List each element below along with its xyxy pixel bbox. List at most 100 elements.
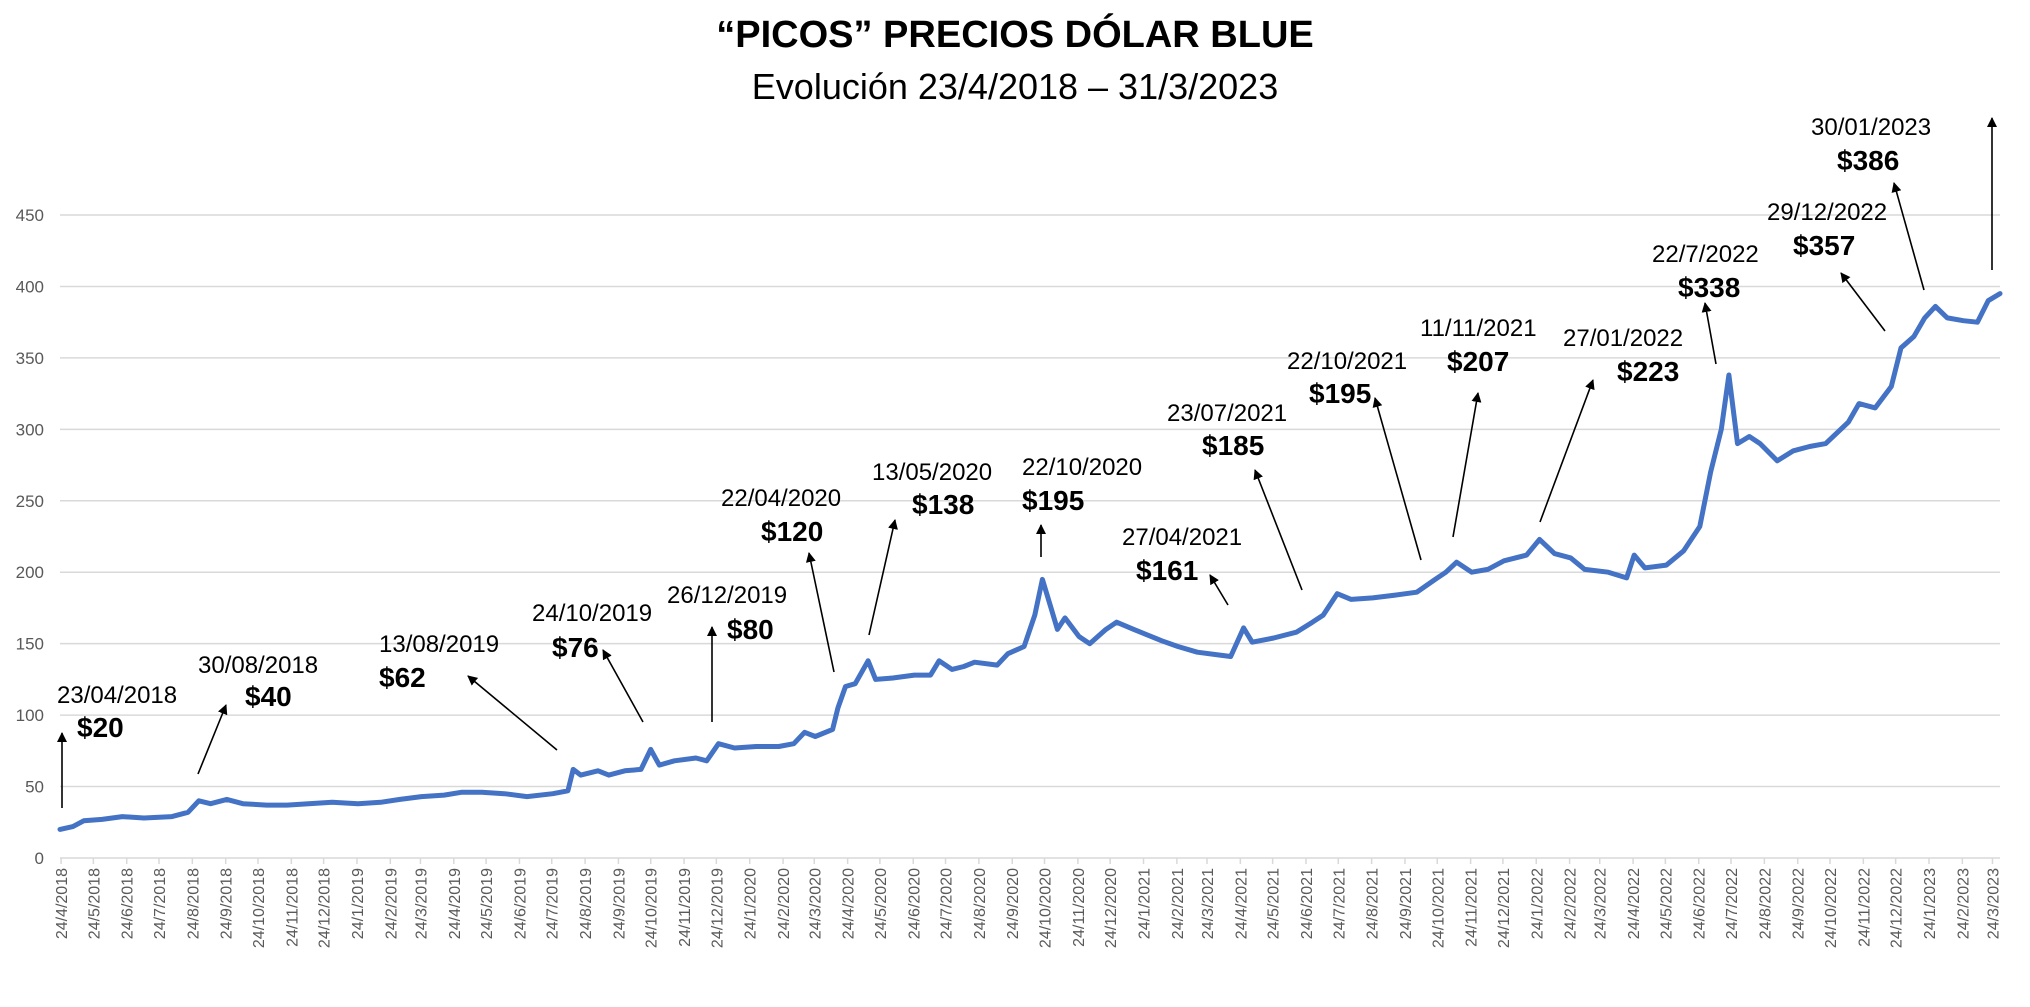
data-point xyxy=(1525,553,1528,557)
x-tick-label: 24/6/2021 xyxy=(1299,868,1316,939)
data-point xyxy=(777,745,780,748)
x-tick-label: 24/11/2019 xyxy=(677,868,694,947)
data-point xyxy=(241,802,245,805)
data-point xyxy=(566,789,570,792)
x-tick-label: 24/10/2019 xyxy=(644,868,661,948)
data-point xyxy=(1077,635,1081,638)
annotation-value: $195 xyxy=(1022,485,1084,516)
data-point xyxy=(356,802,360,805)
annotation-value: $76 xyxy=(552,632,599,663)
x-tick-label: 24/7/2018 xyxy=(152,868,169,939)
data-point xyxy=(1709,471,1712,474)
annotation-date: 13/05/2020 xyxy=(872,459,992,486)
chart-title: “PICOS” PRECIOS DÓLAR BLUE xyxy=(716,14,1314,56)
data-point xyxy=(831,728,834,731)
data-point xyxy=(1808,445,1811,448)
data-point xyxy=(1665,563,1668,567)
annotation-arrow xyxy=(1840,272,1886,332)
annotation-value: $62 xyxy=(379,662,426,693)
x-tick-label: 24/3/2021 xyxy=(1200,868,1217,939)
data-point xyxy=(1415,591,1419,594)
annotation: 23/04/2018 $20 xyxy=(57,682,177,808)
annotation-value: $185 xyxy=(1202,430,1264,461)
data-point xyxy=(420,795,423,798)
x-tick-label: 24/1/2019 xyxy=(350,868,367,939)
data-point xyxy=(866,659,870,662)
data-point xyxy=(480,791,483,794)
data-point xyxy=(1962,319,1965,322)
annotation-arrow xyxy=(1701,302,1717,365)
x-tick-label: 24/6/2019 xyxy=(512,868,529,939)
annotation-value: $357 xyxy=(1793,230,1855,261)
data-point xyxy=(307,802,310,805)
x-tick-label: 24/7/2019 xyxy=(545,868,562,939)
x-tick-label: 24/9/2021 xyxy=(1398,868,1415,939)
data-point xyxy=(1583,568,1586,571)
data-point xyxy=(1311,621,1314,624)
x-tick-label: 24/11/2020 xyxy=(1071,868,1088,947)
data-point xyxy=(503,792,506,795)
data-point xyxy=(1553,552,1556,555)
y-tick-label: 200 xyxy=(16,563,44,582)
annotation-date: 29/12/2022 xyxy=(1767,199,1887,226)
y-tick-label: 300 xyxy=(16,420,44,439)
data-point xyxy=(1115,621,1118,624)
data-point xyxy=(1607,571,1610,574)
data-point xyxy=(913,673,916,677)
data-point xyxy=(803,731,806,734)
data-point xyxy=(1633,553,1636,557)
annotation-value: $386 xyxy=(1837,145,1899,176)
annotation: 23/07/2021 $185 xyxy=(1167,400,1303,591)
data-point xyxy=(1538,538,1541,541)
x-tick-label: 24/1/2021 xyxy=(1137,868,1154,939)
annotation-value: $161 xyxy=(1136,555,1198,586)
data-point xyxy=(1698,525,1702,528)
data-point xyxy=(551,792,554,795)
annotation-date: 22/10/2020 xyxy=(1022,454,1142,481)
data-point xyxy=(1470,571,1473,574)
data-point xyxy=(1056,628,1059,631)
x-tick-label: 24/7/2022 xyxy=(1724,868,1741,939)
data-point xyxy=(929,673,932,677)
data-point xyxy=(1736,442,1739,445)
data-point xyxy=(186,811,190,814)
x-tick-label: 24/6/2022 xyxy=(1692,868,1709,939)
annotation: 22/04/2020 $120 xyxy=(721,485,841,673)
annotation-arrow xyxy=(1539,379,1595,523)
x-tick-label: 24/9/2019 xyxy=(611,868,628,939)
annotation-arrow xyxy=(1372,397,1422,561)
data-point xyxy=(1912,335,1916,338)
annotation-date: 23/04/2018 xyxy=(57,682,177,709)
data-point xyxy=(579,773,582,777)
x-tick-label: 24/7/2020 xyxy=(939,868,956,939)
data-point xyxy=(1976,321,1979,324)
annotation: 24/10/2019 $76 xyxy=(532,600,652,723)
data-point xyxy=(891,676,894,680)
data-point xyxy=(170,815,174,818)
data-point xyxy=(950,668,954,671)
x-tick-label: 24/12/2019 xyxy=(709,868,726,948)
data-point xyxy=(1336,592,1339,595)
annotation: 22/7/2022 $338 xyxy=(1652,241,1759,365)
data-point xyxy=(1295,631,1298,634)
x-tick-label: 24/4/2018 xyxy=(54,868,71,939)
data-point xyxy=(1824,442,1827,445)
x-tick-label: 24/8/2018 xyxy=(185,868,202,939)
annotation-layer: 23/04/2018 $20 30/08/2018$40 13/08/2019 $62 2… xyxy=(57,114,1997,808)
data-point xyxy=(973,661,976,664)
x-tick-label: 24/6/2018 xyxy=(120,868,137,939)
y-tick-label: 250 xyxy=(16,492,44,511)
x-tick-label: 24/4/2019 xyxy=(447,868,464,939)
x-tick-label: 24/5/2019 xyxy=(479,868,496,939)
x-tick-label: 24/4/2021 xyxy=(1233,868,1250,939)
x-tick-label: 24/4/2022 xyxy=(1626,868,1643,939)
data-point xyxy=(1923,316,1926,320)
data-point xyxy=(1433,578,1437,581)
x-tick-label: 24/5/2021 xyxy=(1266,868,1283,939)
x-tick-label: 24/3/2020 xyxy=(807,868,824,939)
annotation-arrow xyxy=(1452,392,1482,538)
data-point xyxy=(717,742,720,745)
y-tick-label: 100 xyxy=(16,706,44,725)
series-line xyxy=(57,291,2003,832)
annotation: 13/05/2020 $138 xyxy=(868,459,992,636)
